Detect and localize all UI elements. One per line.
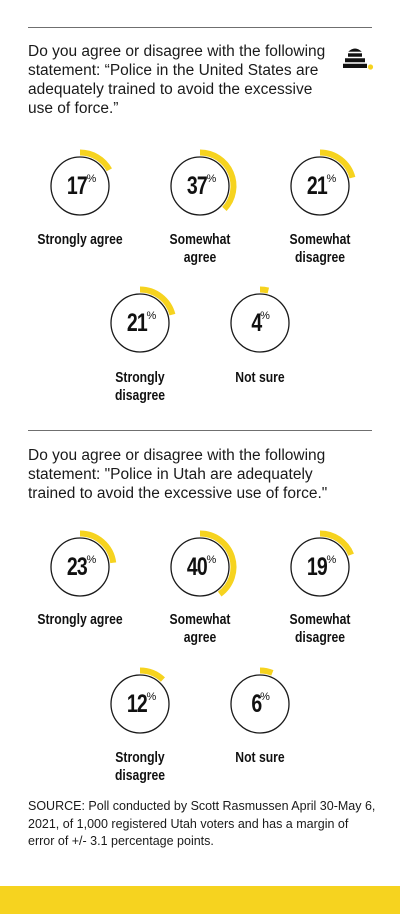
value-label: 17 [66, 171, 88, 200]
donut-svg [110, 667, 170, 734]
category-label: Strongly disagree [114, 750, 166, 784]
percent-sign: % [86, 554, 97, 566]
bottom-accent-bar [0, 886, 400, 914]
donut-arc [319, 530, 354, 556]
donut-ring [170, 156, 230, 216]
value-label: 23 [66, 552, 88, 581]
percent-sign: % [146, 691, 157, 703]
donut-value: 6% [227, 671, 293, 737]
donut-arc [259, 667, 274, 676]
value-label: 19 [306, 552, 328, 581]
donut-item: 12% [107, 667, 173, 737]
donut-value: 21% [107, 290, 173, 356]
middle-divider [28, 430, 372, 431]
donut-ring [290, 537, 350, 597]
donut-svg [290, 149, 356, 216]
donut-arc [259, 286, 270, 294]
donut-ring [230, 293, 290, 353]
chart-2-title: Do you agree or disagree with the follow… [28, 447, 328, 502]
donut-arc [139, 286, 176, 316]
donut-ring [110, 293, 170, 353]
value-label: 6 [251, 689, 263, 718]
donut-value: 21% [287, 153, 353, 219]
donut-ring [110, 674, 170, 734]
chart-1-title: Do you agree or disagree with the follow… [28, 43, 326, 117]
donut-arc [319, 149, 356, 179]
value-label: 40 [186, 552, 208, 581]
percent-sign: % [326, 554, 337, 566]
category-label: Strongly agree [37, 232, 123, 248]
donut-arc [199, 149, 237, 211]
donut-item: 6% [227, 667, 293, 737]
value-label: 37 [186, 171, 208, 200]
category-label: Strongly agree [37, 612, 123, 628]
donut-value: 17% [47, 153, 113, 219]
beehive-icon [343, 48, 374, 70]
donut-svg [290, 530, 354, 597]
donut-value: 37% [167, 153, 233, 219]
donut-svg [110, 286, 176, 353]
donut-svg [170, 149, 237, 216]
donut-arc [139, 667, 165, 682]
category-label: Somewhat disagree [289, 232, 351, 266]
donut-value: 23% [47, 534, 113, 600]
donut-svg [50, 149, 112, 216]
source-note: SOURCE: Poll conducted by Scott Rasmusse… [28, 799, 376, 848]
donut-svg [50, 530, 117, 597]
donut-svg [230, 286, 290, 353]
percent-sign: % [146, 310, 157, 322]
donut-item: 23% [47, 530, 117, 600]
value-label: 12 [126, 689, 148, 718]
percent-sign: % [86, 173, 97, 185]
donut-value: 12% [107, 671, 173, 737]
donut-item: 40% [167, 530, 237, 600]
donut-item: 4% [227, 286, 293, 356]
percent-sign: % [206, 173, 217, 185]
percent-sign: % [206, 554, 217, 566]
donut-item: 37% [167, 149, 237, 219]
category-label: Not sure [235, 370, 285, 386]
donut-arc [79, 530, 117, 564]
donut-item: 17% [47, 149, 113, 219]
donut-ring [50, 156, 110, 216]
value-label: 21 [306, 171, 328, 200]
logo-accent-dot [367, 64, 374, 70]
donut-item: 19% [287, 530, 354, 600]
percent-sign: % [260, 691, 270, 703]
donut-value: 4% [227, 290, 293, 356]
donut-ring [290, 156, 350, 216]
category-label: Somewhat agree [169, 232, 231, 266]
donut-svg [170, 530, 237, 597]
value-label: 21 [126, 308, 148, 337]
percent-sign: % [326, 173, 337, 185]
donut-arc [79, 149, 112, 172]
category-label: Somewhat disagree [289, 612, 351, 646]
value-label: 4 [251, 308, 263, 337]
donut-svg [230, 667, 290, 734]
percent-sign: % [260, 310, 270, 322]
donut-item: 21% [107, 286, 176, 356]
donut-arc [199, 530, 237, 597]
top-divider [28, 27, 372, 28]
donut-value: 40% [167, 534, 233, 600]
category-label: Not sure [235, 750, 285, 766]
donut-item: 21% [287, 149, 356, 219]
donut-value: 19% [287, 534, 353, 600]
category-label: Somewhat agree [169, 612, 231, 646]
donut-ring [50, 537, 110, 597]
category-label: Strongly disagree [114, 370, 166, 404]
donut-ring [170, 537, 230, 597]
donut-ring [230, 674, 290, 734]
